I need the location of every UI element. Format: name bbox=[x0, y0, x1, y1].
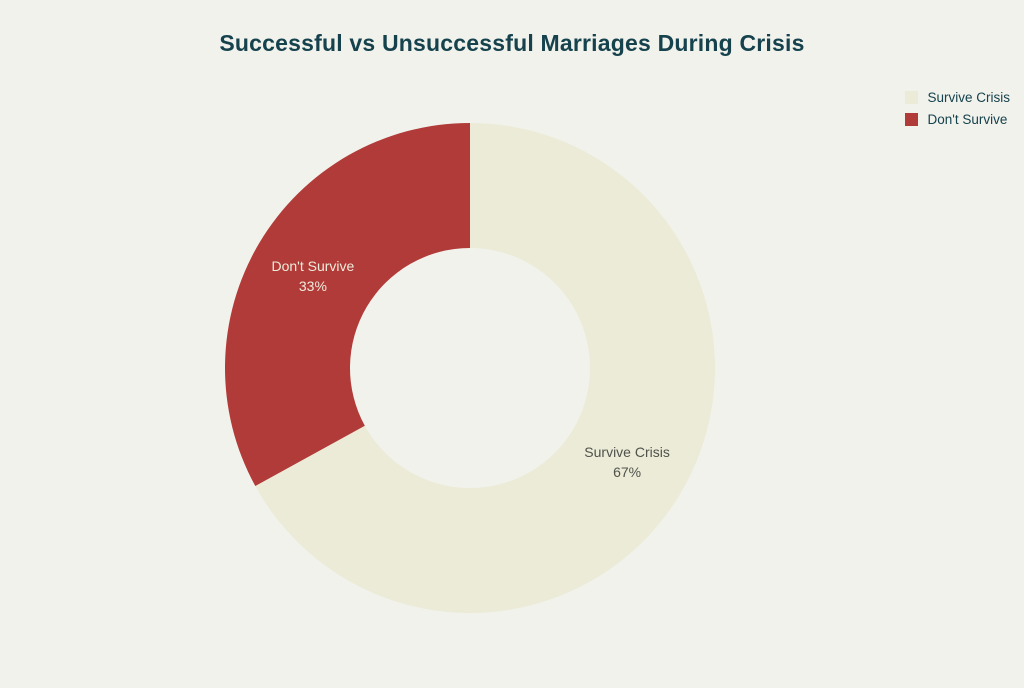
legend-swatch-survive-icon bbox=[905, 91, 919, 104]
legend-item-dont-survive[interactable]: Don't Survive bbox=[905, 112, 1010, 127]
legend-label-survive: Survive Crisis bbox=[927, 90, 1010, 105]
legend-swatch-dont-survive-icon bbox=[905, 113, 919, 126]
legend-label-dont-survive: Don't Survive bbox=[927, 112, 1008, 127]
legend-item-survive-crisis[interactable]: Survive Crisis bbox=[905, 90, 1010, 105]
donut-slice-don-t-survive[interactable] bbox=[225, 123, 470, 487]
legend: Survive Crisis Don't Survive bbox=[905, 90, 1010, 127]
donut-slice-survive-crisis[interactable] bbox=[255, 123, 715, 613]
chart-title: Successful vs Unsuccessful Marriages Dur… bbox=[219, 30, 805, 56]
